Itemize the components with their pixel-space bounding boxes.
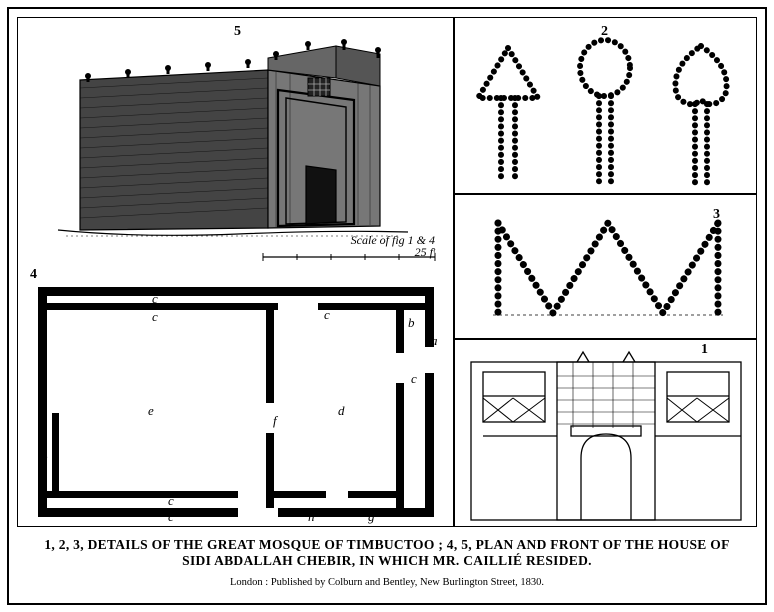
floor-plan-drawing xyxy=(18,263,453,528)
plan-letter-c: c xyxy=(152,291,158,307)
plan-letter-a: a xyxy=(431,333,438,349)
plan-letter-f: f xyxy=(273,413,277,429)
panel-ornament-3: 3 xyxy=(453,193,756,338)
plan-letter-b: b xyxy=(408,315,415,331)
caption-block: 1, 2, 3, DETAILS OF THE GREAT MOSQUE OF … xyxy=(17,537,757,588)
publisher-line: London : Published by Colburn and Bentle… xyxy=(17,577,757,588)
plan-letter-c5: c xyxy=(168,493,174,509)
plan-letter-g: g xyxy=(368,509,375,525)
page-frame: 5 xyxy=(7,7,767,605)
plan-letter-c3: c xyxy=(324,307,330,323)
fig-number-2: 2 xyxy=(601,24,608,40)
plan-letter-h: h xyxy=(308,509,315,525)
plan-letter-d: d xyxy=(338,403,345,419)
plan-letter-c6: c xyxy=(168,509,174,525)
plan-letter-c2: c xyxy=(152,309,158,325)
mosque-drawing xyxy=(18,18,453,263)
plan-letter-i: i xyxy=(44,453,48,469)
ornament-3-drawing xyxy=(453,193,756,338)
plan-letter-c4: c xyxy=(411,371,417,387)
panel-house-facade: 1 xyxy=(453,338,756,527)
caption-line-1: 1, 2, 3, DETAILS OF THE GREAT MOSQUE OF … xyxy=(17,537,757,553)
panel-mosque-perspective: 5 xyxy=(18,18,453,263)
fig-number-5: 5 xyxy=(234,24,241,40)
panel-ornaments-2: 2 xyxy=(453,18,756,193)
fig-number-3: 3 xyxy=(713,207,720,223)
fig-number-1: 1 xyxy=(701,342,708,358)
plate-frame: 5 xyxy=(17,17,757,527)
panel-floor-plan: 4 xyxy=(18,263,453,528)
house-facade-drawing xyxy=(453,338,756,527)
ornaments-2-drawing xyxy=(453,18,756,193)
caption-line-2: SIDI ABDALLAH CHEBIR, IN WHICH MR. CAILL… xyxy=(17,553,757,569)
plan-letter-e: e xyxy=(148,403,154,419)
fig-number-4: 4 xyxy=(30,267,37,283)
